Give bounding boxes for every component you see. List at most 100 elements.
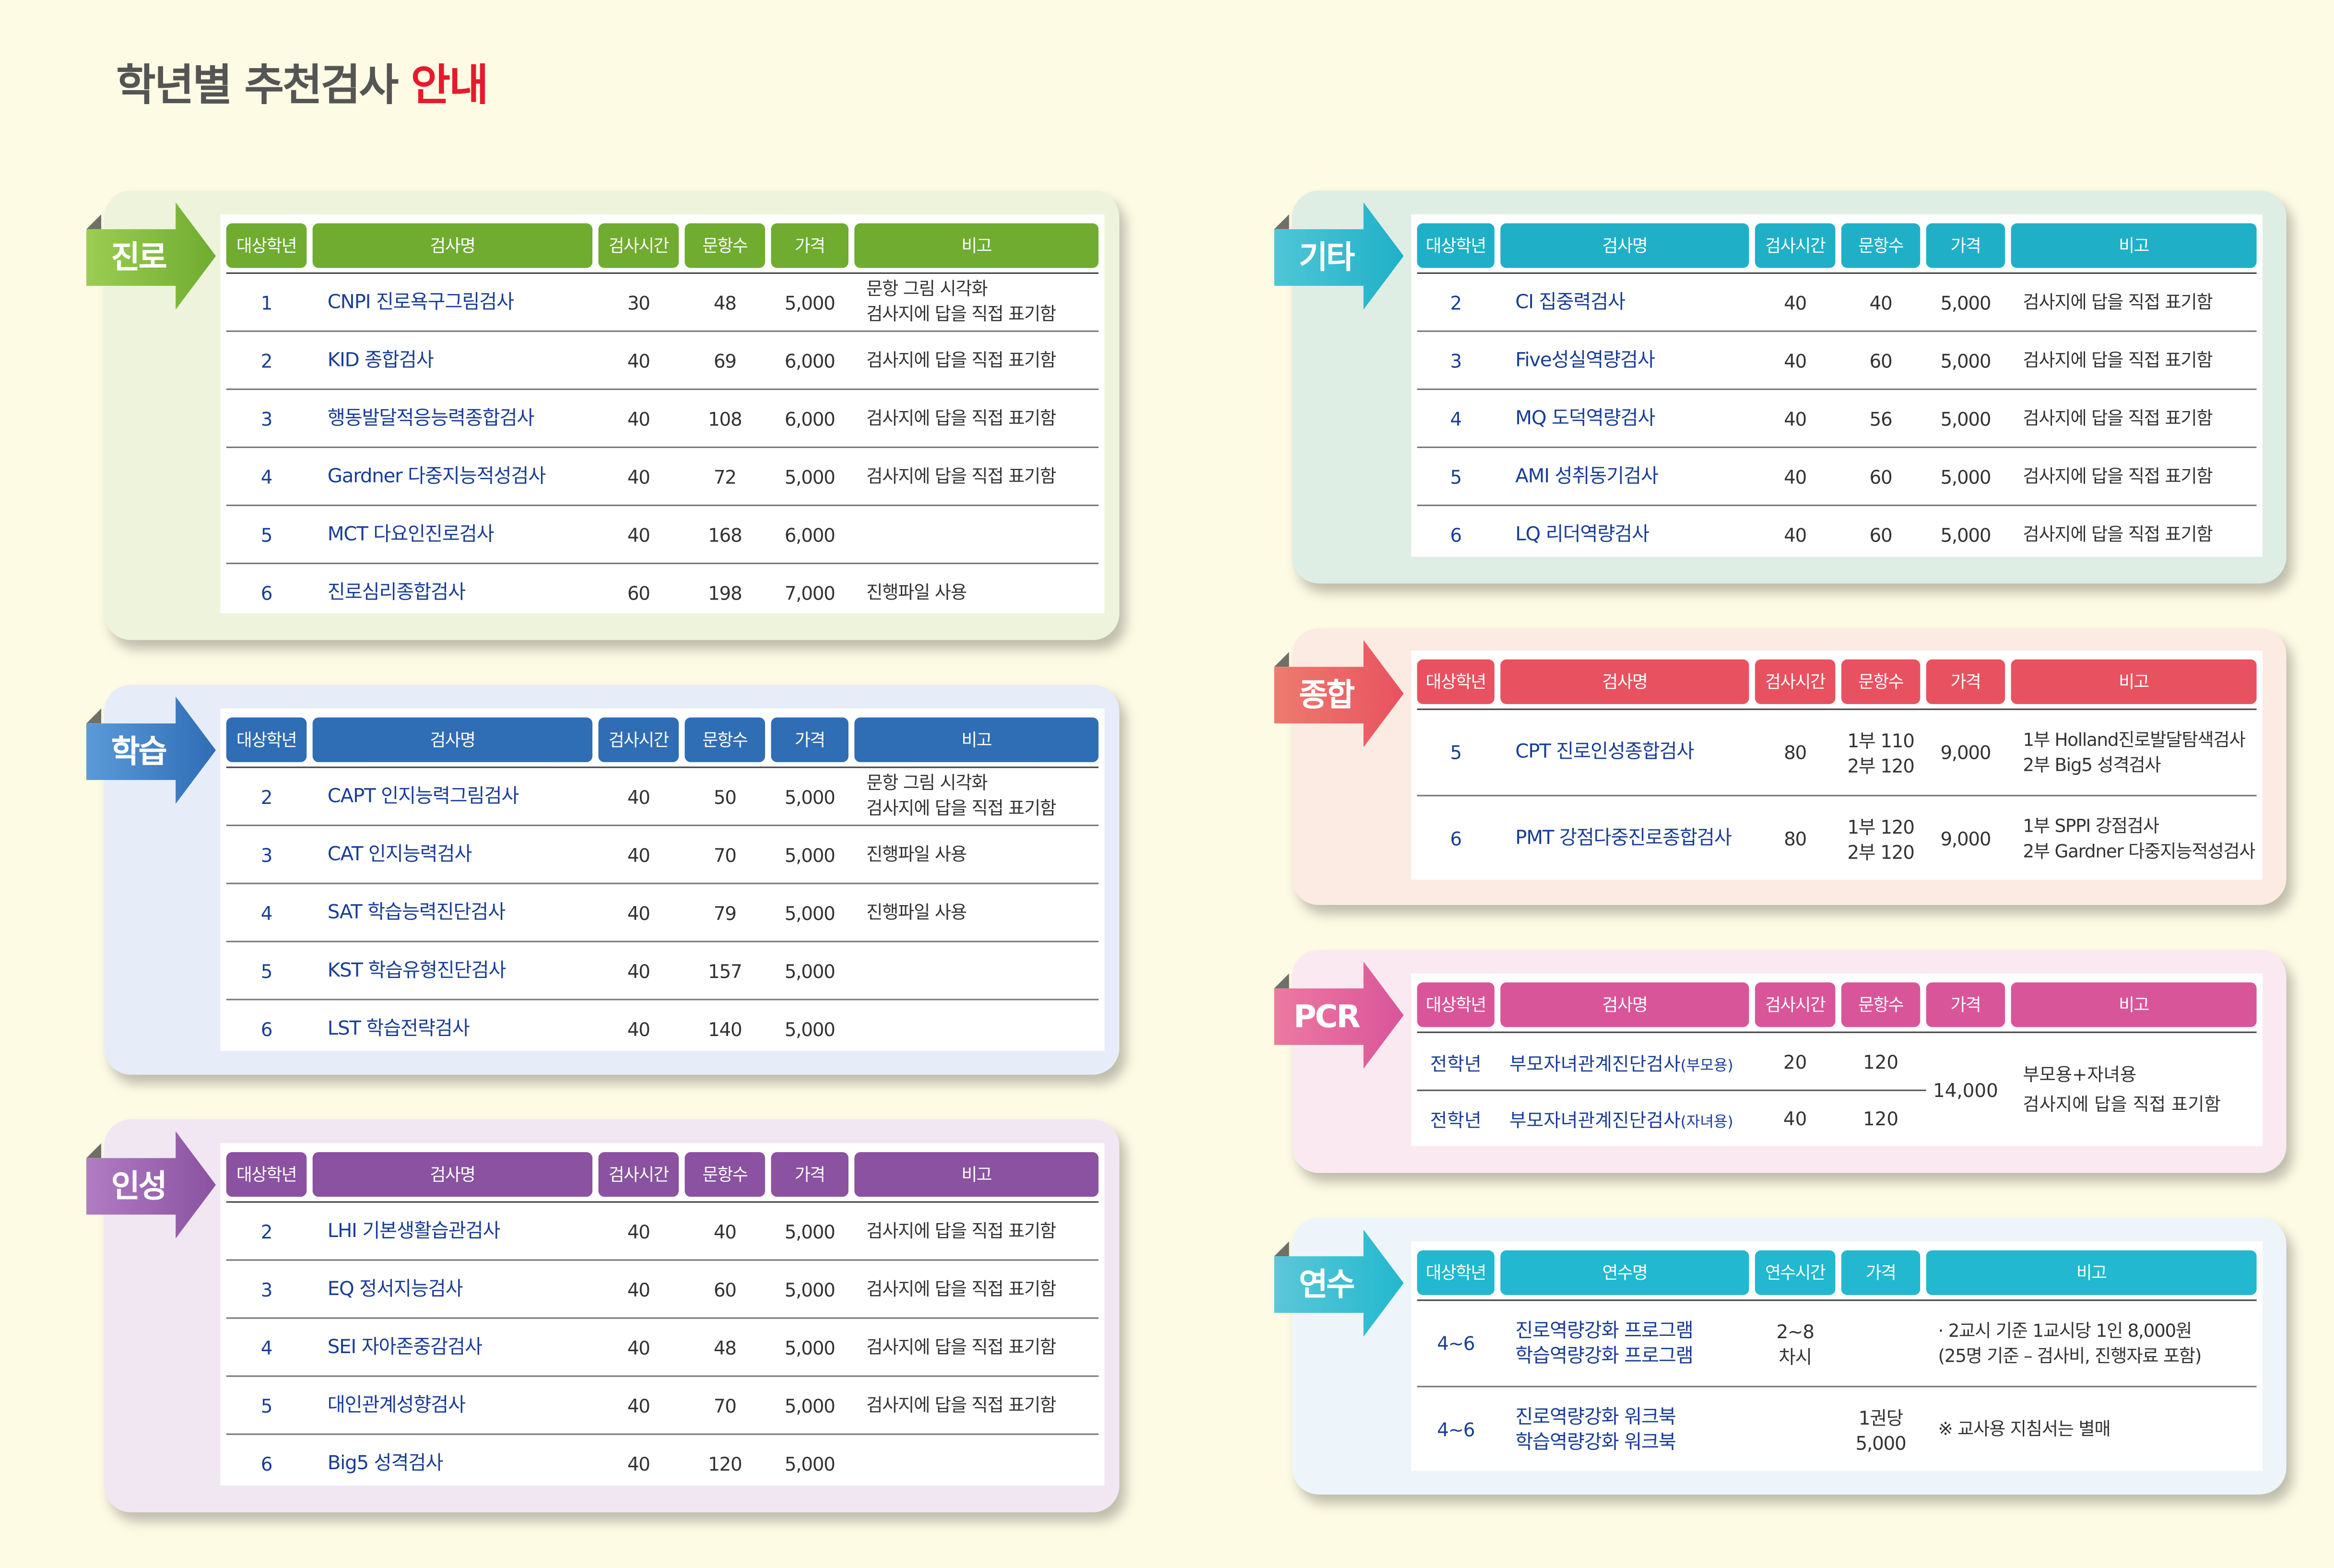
cell-name: 진로역량강화 프로그램 학습역량강화 프로그램: [1515, 1320, 1694, 1368]
cell-items: 157: [708, 959, 743, 982]
cell-grade: 4: [1450, 407, 1462, 430]
cell-items: 79: [713, 901, 737, 924]
cell-time: 40: [1784, 523, 1807, 546]
cell-items: 56: [1869, 407, 1893, 430]
cell-time: 20: [1783, 1050, 1807, 1073]
header-note: 비고: [854, 1152, 1099, 1197]
cell-note: 검사지에 답을 직접 표기함: [2023, 523, 2213, 544]
cell-name: 행동발달적응능력종합검사: [327, 407, 535, 430]
header-grade: 대상학년: [226, 223, 307, 268]
table-header: 대상학년 검사명 검사시간 문항수 가격 비고: [1417, 982, 2257, 1033]
section-label: 기타: [1299, 239, 1355, 276]
cell-grade: 6: [260, 1452, 273, 1474]
cell-name: CAT 인지능력검사: [327, 843, 472, 866]
section-label: 학습: [111, 733, 167, 770]
cell-time: 30: [627, 291, 650, 314]
cell-name: Big5 성격검사: [327, 1452, 444, 1474]
cell-note: 검사지에 답을 직접 표기함: [866, 407, 1056, 428]
cell-price: 5,000: [784, 1394, 836, 1416]
cell-grade: 2: [260, 785, 273, 808]
cell-time: 40: [1784, 465, 1807, 488]
header-price: 가격: [1926, 659, 2005, 704]
table-gita: 대상학년 검사명 검사시간 문항수 가격 비고 2 CI 집중력검사 40 40 5,000 검사지에…: [1411, 214, 2263, 557]
section-label: 연수: [1299, 1266, 1355, 1303]
row-divider: [1417, 1089, 1926, 1091]
cell-items: 48: [713, 1336, 737, 1358]
header-items: 문항수: [1841, 223, 1921, 268]
cell-items: 120: [1862, 1050, 1899, 1073]
cell-grade: 4: [260, 901, 273, 924]
cell-note: 문항 그림 시각화 검사지에 답을 직접 표기함: [866, 772, 1056, 819]
header-items: 문항수: [1841, 982, 1921, 1027]
cell-grade: 4: [260, 465, 273, 488]
header-items: 문항수: [1841, 659, 1921, 704]
header-time: 검사시간: [1755, 982, 1836, 1027]
cell-name: 진로역량강화 워크북 학습역량강화 워크북: [1515, 1406, 1676, 1454]
cell-note: 검사지에 답을 직접 표기함: [2023, 465, 2213, 486]
section-tag-jinro: 진로: [86, 202, 216, 310]
cell-time: 60: [627, 581, 650, 604]
cell-price: 5,000: [784, 1278, 836, 1300]
section-label: 종합: [1299, 677, 1355, 713]
cell-grade: 6: [1450, 827, 1462, 850]
header-grade: 대상학년: [1417, 1250, 1495, 1295]
section-label: PCR: [1293, 999, 1361, 1035]
table-row: 4~6 진로역량강화 워크북 학습역량강화 워크북 1권당 5,000 ※ 교사용 지…: [1417, 1387, 2256, 1472]
table-header: 대상학년 검사명 검사시간 문항수 가격 비고: [226, 223, 1099, 274]
header-name: 검사명: [1500, 982, 1749, 1027]
table-row: 6 진로심리종합검사 60 198 7,000 진행파일 사용: [226, 564, 1099, 621]
cell-grade: 4~6: [1437, 1332, 1475, 1355]
table-row: 6 LST 학습전략검사 40 140 5,000: [226, 1000, 1099, 1057]
header-grade: 대상학년: [226, 717, 307, 762]
header-time: 검사시간: [1755, 659, 1836, 704]
cell-name: LST 학습전략검사: [327, 1017, 470, 1040]
cell-name: KST 학습유형진단검사: [327, 959, 507, 982]
cell-grade: 3: [260, 843, 273, 866]
cell-price: 6,000: [784, 407, 836, 430]
table-header: 대상학년 검사명 검사시간 문항수 가격 비고: [226, 1152, 1099, 1203]
cell-note: ※ 교사용 지침서는 별매: [1938, 1418, 2110, 1439]
section-label: 인성: [111, 1168, 167, 1204]
header-price: 가격: [771, 717, 849, 762]
table-row: 3 EQ 정서지능검사 40 60 5,000 검사지에 답을 직접 표기함: [226, 1261, 1099, 1319]
cell-items: 60: [713, 1278, 737, 1300]
header-price: 가격: [1926, 223, 2005, 268]
cell-items: 40: [713, 1220, 737, 1242]
section-tag-pcr: PCR: [1274, 961, 1404, 1069]
cell-grade: 4~6: [1437, 1418, 1475, 1441]
table-jinro: 대상학년 검사명 검사시간 문항수 가격 비고 1 CNPI 진로욕구그림검사 30 48 5,00…: [220, 214, 1105, 613]
cell-note: 검사지에 답을 직접 표기함: [2023, 291, 2213, 312]
table-row: 6 Big5 성격검사 40 120 5,000: [226, 1435, 1099, 1492]
table-body: 전학년 부모자녀관계진단검사(부모용) 20 120 전학년 부모자녀관계진단검사(자녀용…: [1417, 1033, 2256, 1146]
cell-time: 40: [627, 523, 650, 546]
cell-time: 40: [627, 1452, 650, 1474]
header-note: 비고: [2011, 659, 2257, 704]
header-name: 검사명: [312, 717, 593, 762]
header-note: 비고: [1926, 1250, 2257, 1295]
header-items: 문항수: [684, 223, 766, 268]
cell-items: 70: [713, 1394, 737, 1416]
table-row: 6 LQ 리더역량검사 40 60 5,000 검사지에 답을 직접 표기함: [1417, 506, 2256, 563]
title-accent: 안내: [411, 59, 489, 110]
table-row: 1 CNPI 진로욕구그림검사 30 48 5,000 문항 그림 시각화 검사지에 답을…: [226, 274, 1099, 332]
table-hakseup: 대상학년 검사명 검사시간 문항수 가격 비고 2 CAPT 인지능력그림검사 40 50 5,00…: [220, 708, 1105, 1051]
section-tag-hakseup: 학습: [86, 696, 216, 804]
cell-note: 검사지에 답을 직접 표기함: [2023, 407, 2213, 428]
header-time: 검사시간: [598, 717, 679, 762]
table-header: 대상학년 검사명 검사시간 문항수 가격 비고: [226, 717, 1099, 768]
cell-price: 5,000: [784, 291, 836, 314]
cell-grade: 5: [260, 959, 273, 982]
cell-note: 검사지에 답을 직접 표기함: [866, 1278, 1056, 1299]
cell-name: 대인관계성향검사: [327, 1394, 466, 1416]
tag-fold-decoration: [86, 214, 102, 229]
cell-grade: 5: [260, 1394, 273, 1416]
header-note: 비고: [854, 223, 1099, 268]
cell-grade: 6: [1450, 523, 1462, 546]
header-items: 문항수: [684, 1152, 766, 1197]
cell-note: 검사지에 답을 직접 표기함: [866, 1220, 1056, 1241]
header-note: 비고: [854, 717, 1099, 762]
cell-items: 1부 110 2부 120: [1847, 729, 1915, 777]
cell-name: Five성실역량검사: [1515, 349, 1655, 372]
cell-grade: 4: [260, 1336, 273, 1358]
cell-name: 부모자녀관계진단검사(자녀용): [1509, 1108, 1733, 1131]
